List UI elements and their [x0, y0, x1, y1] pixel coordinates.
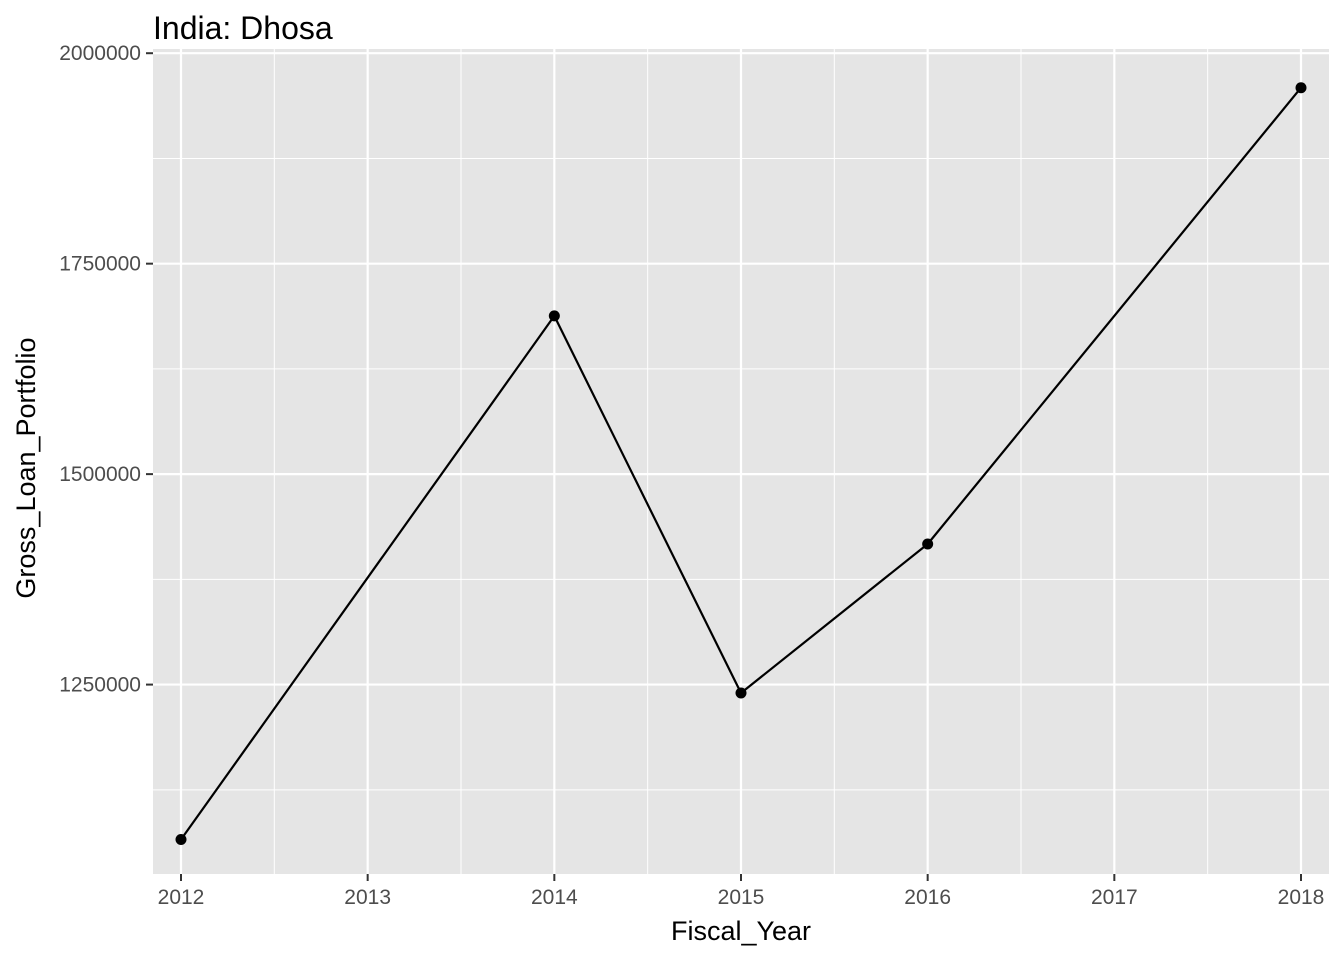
x-tick-label: 2014	[531, 886, 578, 909]
y-tick-label: 1500000	[59, 463, 141, 486]
x-tick-label: 2016	[904, 886, 951, 909]
x-axis-ticks: 2012 2013 2014 2015 2016 2017 2018	[158, 874, 1325, 909]
data-point	[922, 538, 934, 550]
y-tick-label: 2000000	[59, 42, 141, 65]
series-points-layer	[175, 82, 1307, 845]
x-tick-label: 2013	[344, 886, 391, 909]
data-point	[175, 833, 187, 845]
y-tick-label: 1750000	[59, 253, 141, 276]
y-tick-label: 1250000	[59, 674, 141, 697]
x-axis-title: Fiscal_Year	[671, 916, 811, 946]
chart-title: India: Dhosa	[153, 10, 333, 46]
data-point	[1295, 82, 1307, 94]
x-tick-label: 2012	[158, 886, 205, 909]
y-axis-title: Gross_Loan_Portfolio	[11, 337, 41, 598]
x-tick-label: 2018	[1278, 886, 1325, 909]
data-point	[548, 310, 560, 322]
y-axis-ticks: 1250000 1500000 1750000 2000000	[59, 42, 153, 697]
x-tick-label: 2015	[718, 886, 765, 909]
data-point	[735, 687, 747, 699]
major-gridlines	[153, 49, 1329, 874]
x-tick-label: 2017	[1091, 886, 1138, 909]
